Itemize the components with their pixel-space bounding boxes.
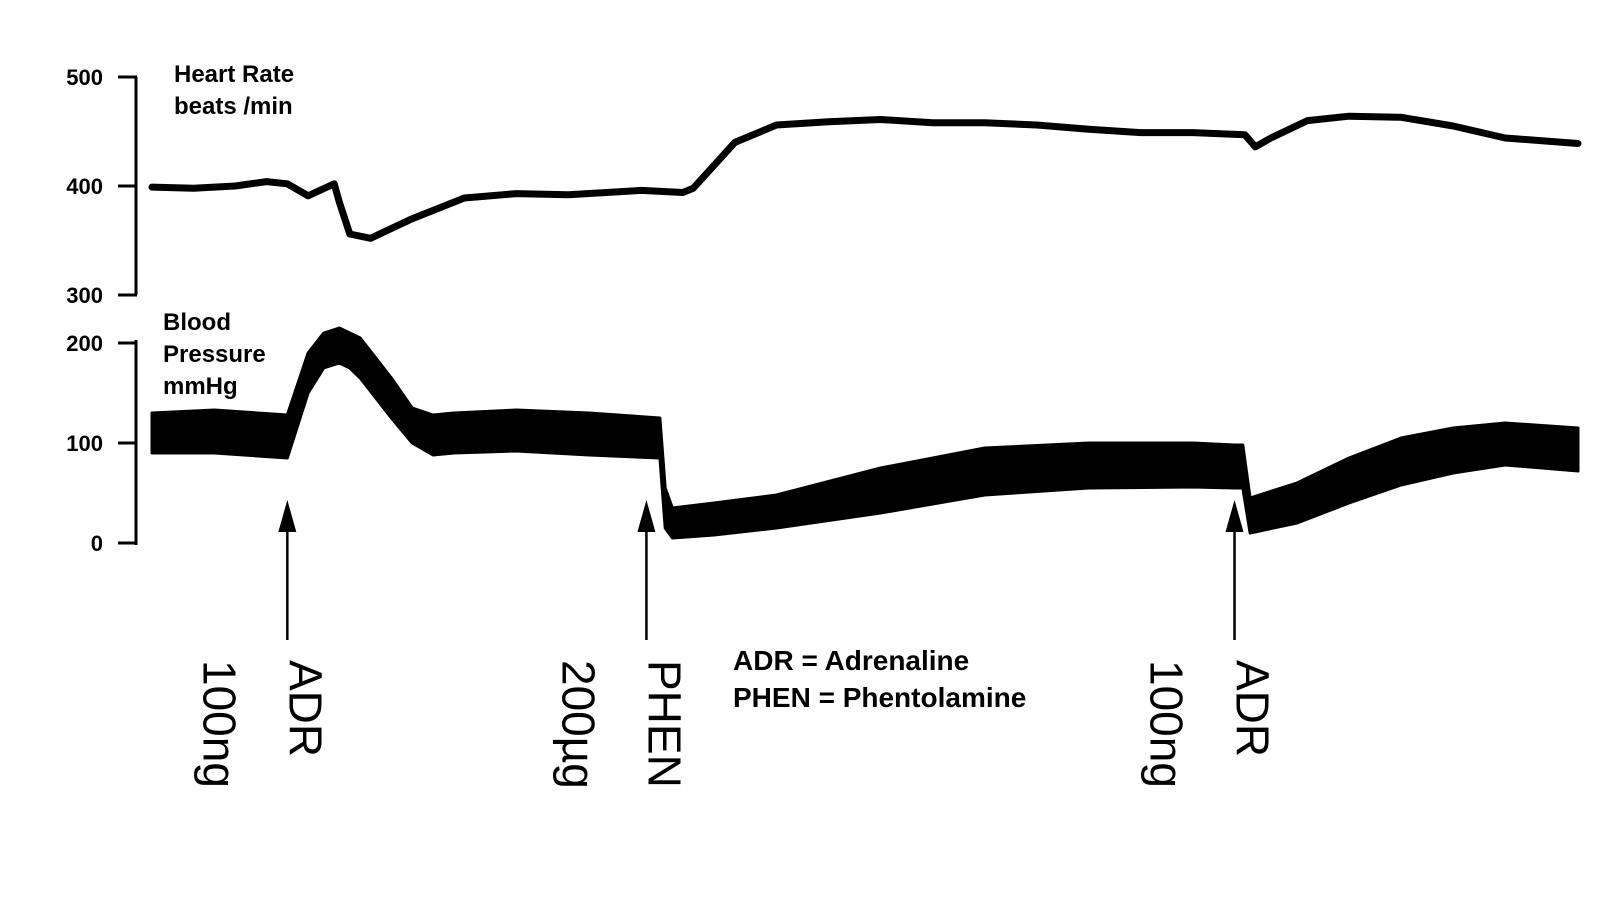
annotation-drug-0: ADR [279,660,331,757]
annotation-dose-1: 200µg [552,660,604,789]
legend: ADR = Adrenaline PHEN = Phentolamine [733,645,1026,713]
annotation-dose-0: 100ng [193,660,245,788]
bp-tick-label-0: 0 [91,531,103,556]
bp-label-line3: mmHg [163,373,238,400]
hr-tick-label-500: 500 [66,65,103,90]
bp-label-line1: Blood [163,309,231,336]
hr-trace [148,112,1582,242]
annotation-arrowhead-1 [637,500,656,532]
annotation-arrowhead-0 [278,500,297,532]
hr-trace-group [148,112,1582,242]
blood-pressure-panel: 200 100 0 Blood Pressure mmHg [66,309,1580,556]
annotation-arrowhead-2 [1225,500,1244,532]
bp-systolic-edge [151,326,1579,510]
bp-tick-label-100: 100 [66,431,103,456]
bp-ticks: 200 100 0 [66,331,137,556]
heart-rate-panel: 500 400 300 Heart Rate beats /min [66,61,1582,308]
bp-label-line2: Pressure [163,341,266,368]
annotation-drug-1: PHEN [638,660,690,788]
hr-tick-label-300: 300 [66,283,103,308]
annotation-dose-2: 100ng [1141,660,1193,788]
hr-label-line1: Heart Rate [174,61,294,88]
hr-label-line2: beats /min [174,93,293,120]
legend-line-adr: ADR = Adrenaline [733,645,969,676]
bp-band [150,326,1580,540]
annotation-drug-2: ADR [1227,660,1279,757]
bp-tick-label-200: 200 [66,331,103,356]
legend-line-phen: PHEN = Phentolamine [733,682,1026,713]
drug-annotations: ADR 100ng PHEN 200µg ADR 100ng [193,500,1279,789]
bp-trace-group [150,326,1580,540]
hr-tick-label-400: 400 [66,174,103,199]
hr-ticks: 500 400 300 [66,65,137,308]
